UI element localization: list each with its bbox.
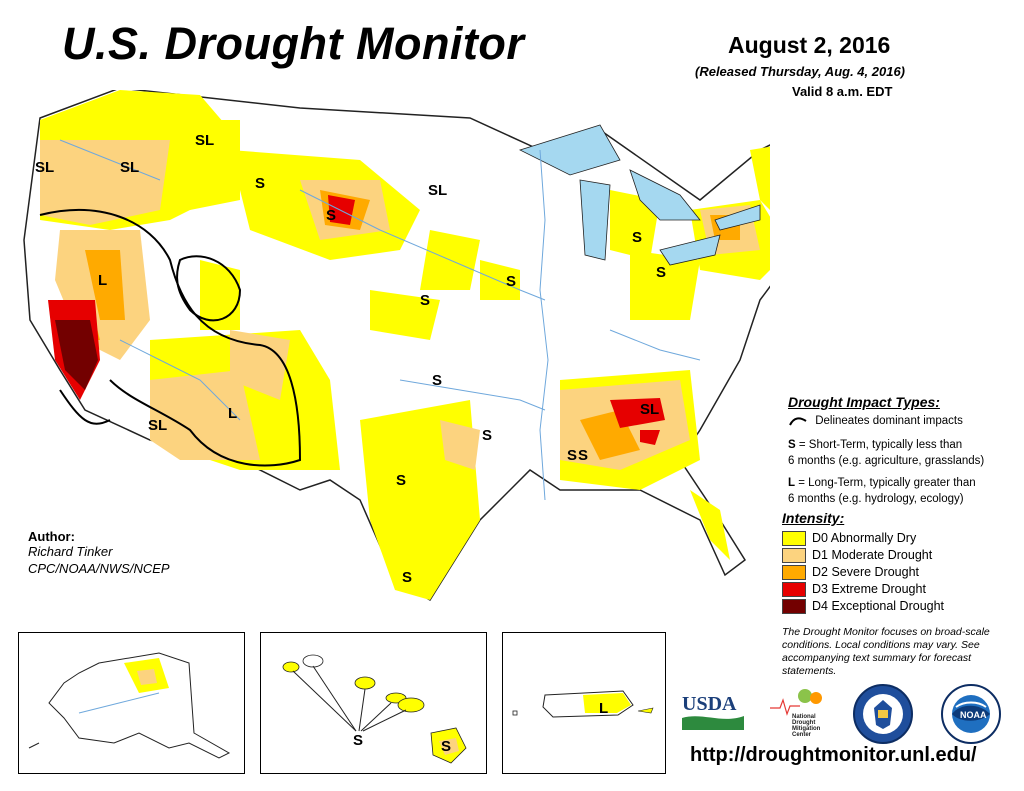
long-term-key: L = Long-Term, typically greater than 6 … [788,475,976,507]
puerto-rico-map: L [512,690,654,718]
svg-text:S: S [326,207,336,224]
d1-swatch [782,548,806,564]
svg-text:S: S [567,447,577,464]
svg-text:S: S [432,372,442,389]
long-term-text-2: 6 months (e.g. hydrology, ecology) [788,493,964,505]
intensity-d1: D1 Moderate Drought [782,548,932,564]
svg-text:S: S [506,273,516,290]
d0-swatch [782,531,806,547]
map-title: U.S. Drought Monitor [62,18,525,69]
d2-swatch [782,565,806,581]
delineation-line-icon [789,417,807,426]
puerto-rico-label-l: L [599,700,608,717]
impact-types-heading: Drought Impact Types: [788,394,940,410]
svg-text:SL: SL [428,182,447,199]
svg-text:S: S [578,447,588,464]
author-org: CPC/NOAA/NWS/NCEP [28,561,170,576]
d3-swatch [782,582,806,598]
hawaii-label-s1: S [353,732,363,749]
intensity-heading: Intensity: [782,510,845,526]
d4-areas [55,320,98,390]
ndmc-logo: National Drought Mitigation Center [770,686,835,738]
usda-logo-text: USDA [682,693,737,715]
d2-label: D2 Severe Drought [812,565,920,579]
svg-text:SL: SL [148,417,167,434]
author-heading: Author: [28,529,75,544]
svg-text:SL: SL [640,401,659,418]
short-term-key: S = Short-Term, typically less than 6 mo… [788,437,984,469]
alaska-map [28,652,231,759]
hawaii-map: S S [282,654,467,764]
ndmc-text-2: Drought [792,720,815,726]
d4-label: D4 Exceptional Drought [812,599,945,613]
long-term-text-1: = Long-Term, typically greater than [798,477,976,489]
noaa-logo: NOAA [940,683,1002,745]
svg-text:S: S [255,175,265,192]
svg-text:S: S [656,264,666,281]
delineates-text: Delineates dominant impacts [815,415,963,427]
intensity-d3: D3 Extreme Drought [782,582,926,598]
short-term-text-1: = Short-Term, typically less than [798,439,963,451]
long-term-letter: L [788,477,796,489]
svg-text:S: S [420,292,430,309]
svg-text:S: S [632,229,642,246]
d1-areas [40,140,760,470]
noaa-logo-text: NOAA [960,710,987,720]
puerto-rico-inset: L [502,632,666,774]
ndmc-text-3: Mitigation [792,726,821,732]
intensity-d2: D2 Severe Drought [782,565,919,581]
svg-text:L: L [98,272,107,289]
map-date: August 2, 2016 [728,32,891,58]
d0-label: D0 Abnormally Dry [812,531,917,545]
drought-monitor-url[interactable]: http://droughtmonitor.unl.edu/ [690,744,977,766]
svg-text:SL: SL [195,132,214,149]
impact-delineation-key: Delineates dominant impacts [788,413,963,429]
svg-text:S: S [402,569,412,586]
author-name: Richard Tinker [28,544,113,559]
valid-time: Valid 8 a.m. EDT [792,84,893,99]
great-lakes [518,124,761,266]
ndmc-text-1: National [792,714,816,720]
svg-text:SL: SL [35,159,54,176]
d3-label: D3 Extreme Drought [812,582,926,596]
hawaii-label-s2: S [441,738,451,755]
ndmc-text-4: Center [792,732,812,738]
disclaimer-note: The Drought Monitor focuses on broad-sca… [782,626,990,677]
commerce-seal [852,683,914,745]
hawaii-inset: S S [260,632,487,774]
short-term-letter: S [788,439,796,451]
d4-swatch [782,599,806,615]
svg-text:S: S [482,427,492,444]
usda-logo: USDA [682,690,744,734]
d1-label: D1 Moderate Drought [812,548,933,562]
svg-text:L: L [228,405,237,422]
impact-labels: SL SL SL SL S S SL SL L S S S S S S S L … [35,132,666,586]
intensity-d4: D4 Exceptional Drought [782,599,944,615]
short-term-text-2: 6 months (e.g. agriculture, grasslands) [788,455,985,467]
impact-lines [39,209,302,467]
svg-text:S: S [396,472,406,489]
intensity-d0: D0 Abnormally Dry [782,531,916,547]
rivers [59,139,701,501]
alaska-inset [18,632,245,774]
release-date: (Released Thursday, Aug. 4, 2016) [695,64,905,79]
conus-drought-map: SL SL SL SL S S SL SL L S S S S S S S L … [23,90,770,602]
svg-text:SL: SL [120,159,139,176]
